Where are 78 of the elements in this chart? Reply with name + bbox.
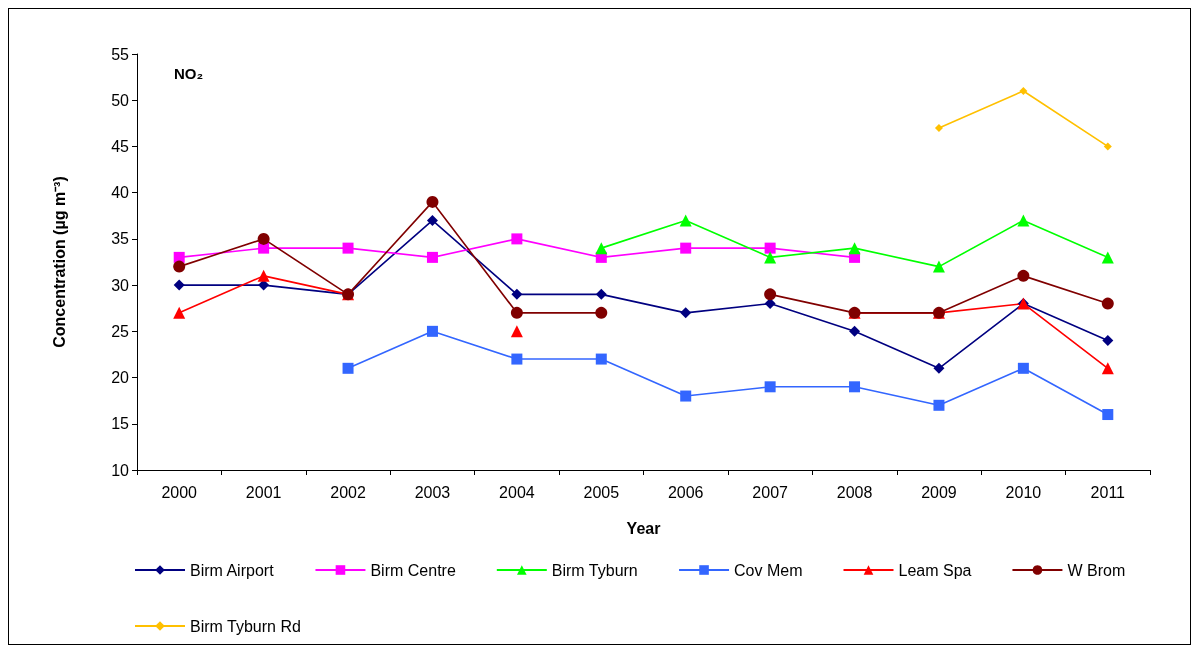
legend-label: Birm Airport: [190, 561, 275, 579]
point: [426, 325, 438, 337]
point: [257, 232, 270, 245]
legend-label: Birm Tyburn Rd: [190, 617, 301, 635]
point: [595, 353, 607, 365]
y-tick-label: 30: [111, 276, 130, 294]
point: [764, 288, 777, 301]
point: [1019, 86, 1028, 95]
point: [510, 306, 523, 319]
point: [933, 399, 945, 411]
point: [1103, 142, 1112, 151]
point: [426, 214, 438, 226]
point: [680, 307, 692, 319]
y-tick-label: 20: [111, 369, 130, 387]
legend-label: W Brom: [1067, 561, 1126, 579]
point: [849, 381, 861, 393]
point: [173, 279, 185, 291]
legend-label: Birm Centre: [370, 561, 456, 579]
point: [257, 269, 270, 282]
point: [1017, 214, 1030, 227]
y-tick-label: 25: [111, 322, 130, 340]
x-tick-label: 2004: [499, 483, 535, 501]
point: [595, 288, 607, 300]
point: [680, 390, 692, 402]
x-tick-label: 2008: [836, 483, 873, 501]
point: [680, 242, 692, 254]
point: [173, 260, 186, 273]
point: [1101, 297, 1114, 310]
y-tick-label: 10: [111, 461, 130, 479]
x-tick-label: 2010: [1005, 483, 1042, 501]
point: [342, 362, 354, 374]
point: [764, 381, 776, 393]
x-tick-label: 2011: [1090, 483, 1126, 501]
y-tick-label: 55: [111, 45, 130, 63]
point: [1017, 269, 1030, 282]
x-axis-title: Year: [626, 519, 661, 537]
legend-label: Leam Spa: [898, 561, 972, 579]
x-tick-label: 2007: [752, 483, 789, 501]
point: [1017, 362, 1029, 374]
x-tick-label: 2005: [583, 483, 620, 501]
point: [764, 242, 776, 254]
point: [258, 242, 270, 254]
point: [934, 123, 943, 132]
point: [679, 214, 692, 227]
x-tick-label: 2001: [245, 483, 282, 501]
x-tick-label: 2006: [667, 483, 704, 501]
y-tick-label: 45: [111, 137, 130, 155]
x-tick-label: 2003: [414, 483, 451, 501]
x-tick-label: 2000: [161, 483, 198, 501]
point: [511, 353, 523, 365]
point: [1102, 335, 1114, 347]
y-axis-title: Concentration (µg m⁻³): [50, 176, 68, 348]
legend-label: Cov Mem: [734, 561, 803, 579]
y-tick-label: 35: [111, 230, 130, 248]
point: [1101, 362, 1114, 375]
legend-label: Birm Tyburn: [551, 561, 638, 579]
y-tick-label: 40: [111, 184, 130, 202]
point: [932, 260, 945, 273]
point: [511, 288, 523, 300]
point: [1101, 251, 1114, 264]
point: [848, 242, 861, 255]
point: [595, 242, 608, 255]
point: [1102, 409, 1114, 421]
point: [173, 306, 186, 319]
point: [426, 251, 438, 263]
point: [426, 195, 439, 208]
point: [764, 251, 777, 264]
x-tick-label: 2009: [921, 483, 957, 501]
point: [933, 362, 945, 374]
text: NO₂: [174, 65, 204, 82]
point: [342, 242, 354, 254]
y-tick-label: 15: [111, 415, 130, 433]
point: [849, 325, 861, 337]
point: [595, 306, 608, 319]
x-tick-label: 2002: [330, 483, 366, 501]
y-tick-label: 50: [111, 91, 130, 109]
point: [510, 325, 523, 338]
point: [511, 233, 523, 245]
